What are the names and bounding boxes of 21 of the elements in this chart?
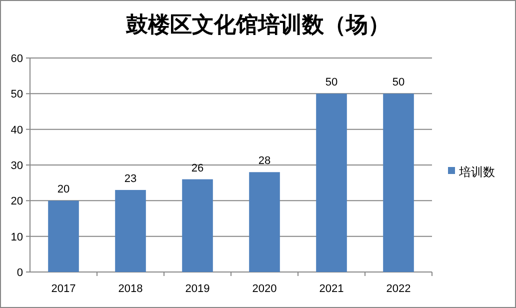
x-tick-label: 2021 [319, 283, 344, 295]
x-tick-label: 2018 [118, 283, 143, 295]
y-tick-label: 30 [10, 160, 23, 172]
y-tick-label: 10 [10, 231, 23, 244]
y-tick-label: 50 [10, 88, 23, 101]
y-tick-label: 0 [16, 267, 23, 279]
data-label: 50 [325, 76, 338, 89]
x-tick-label: 2019 [185, 283, 210, 295]
data-label: 20 [57, 184, 70, 196]
y-tick-label: 60 [10, 53, 23, 65]
data-label: 50 [392, 76, 405, 89]
title: 鼓楼区文化馆培训数（场） [126, 12, 390, 37]
x-tick-label: 2020 [252, 283, 277, 295]
data-label: 26 [191, 162, 204, 174]
data-label: 28 [258, 155, 271, 168]
x-tick-label: 2017 [51, 283, 76, 295]
y-tick-label: 40 [10, 124, 23, 136]
y-tick-label: 20 [10, 196, 23, 208]
data-label: 23 [124, 172, 137, 185]
legend-label: 培训数 [458, 165, 495, 179]
x-tick-label: 2022 [386, 283, 411, 295]
